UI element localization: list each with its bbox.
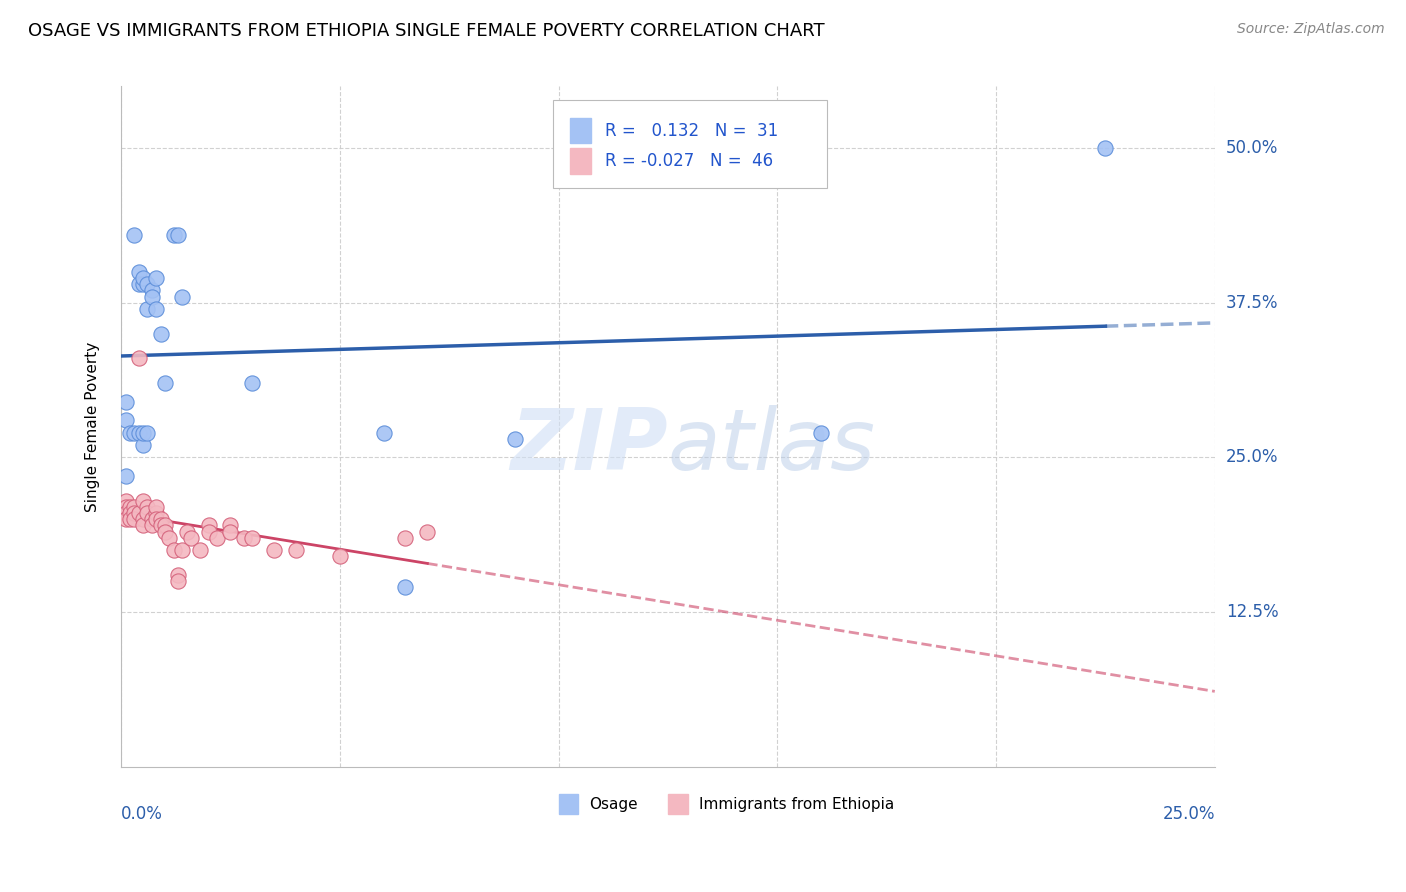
Point: [188, 543, 211, 558]
Point: [118, 500, 141, 514]
Point: [118, 512, 141, 526]
Point: [180, 531, 202, 545]
Point: [285, 543, 308, 558]
Point: [132, 277, 155, 292]
Bar: [558, 794, 578, 814]
Text: 0.0%: 0.0%: [121, 805, 163, 823]
Point: [128, 506, 150, 520]
Point: [128, 425, 150, 440]
Y-axis label: Single Female Poverty: Single Female Poverty: [86, 342, 100, 512]
Point: [162, 227, 184, 242]
Point: [329, 549, 352, 564]
Point: [167, 574, 190, 588]
Point: [141, 512, 163, 526]
Text: R =   0.132   N =  31: R = 0.132 N = 31: [605, 121, 778, 139]
Text: 50.0%: 50.0%: [1226, 139, 1278, 157]
Point: [114, 493, 136, 508]
Point: [114, 469, 136, 483]
Text: ZIP: ZIP: [510, 405, 668, 489]
Point: [122, 506, 145, 520]
Point: [810, 425, 832, 440]
Point: [149, 326, 172, 341]
Text: atlas: atlas: [668, 405, 876, 489]
Point: [240, 531, 263, 545]
Point: [219, 524, 242, 539]
Point: [1094, 141, 1116, 155]
Point: [149, 512, 172, 526]
Point: [394, 580, 416, 594]
Point: [145, 506, 167, 520]
Point: [132, 271, 155, 285]
Point: [394, 531, 416, 545]
Text: 37.5%: 37.5%: [1226, 293, 1278, 312]
Point: [172, 290, 194, 304]
Point: [141, 290, 163, 304]
Point: [153, 376, 176, 391]
Point: [114, 512, 136, 526]
Point: [232, 531, 254, 545]
Bar: [569, 118, 592, 144]
Point: [167, 567, 190, 582]
Point: [145, 512, 167, 526]
Point: [136, 277, 159, 292]
Point: [145, 301, 167, 316]
Bar: [668, 794, 688, 814]
Point: [128, 277, 150, 292]
Point: [153, 518, 176, 533]
Point: [207, 531, 229, 545]
Point: [132, 518, 155, 533]
Point: [132, 512, 155, 526]
Text: Osage: Osage: [589, 797, 638, 812]
Text: R = -0.027   N =  46: R = -0.027 N = 46: [605, 153, 773, 170]
Point: [114, 506, 136, 520]
Point: [373, 425, 395, 440]
Point: [145, 271, 167, 285]
Point: [136, 425, 159, 440]
Point: [219, 518, 242, 533]
Point: [118, 425, 141, 440]
Text: 25.0%: 25.0%: [1226, 449, 1278, 467]
Point: [132, 493, 155, 508]
Text: 12.5%: 12.5%: [1226, 603, 1278, 621]
Point: [149, 518, 172, 533]
Point: [136, 301, 159, 316]
Point: [153, 524, 176, 539]
Point: [197, 524, 219, 539]
Point: [176, 524, 198, 539]
Point: [132, 438, 155, 452]
Point: [162, 543, 184, 558]
Point: [503, 432, 526, 446]
Point: [114, 394, 136, 409]
Point: [128, 351, 150, 366]
Point: [122, 227, 145, 242]
Point: [263, 543, 285, 558]
Point: [122, 512, 145, 526]
Point: [141, 284, 163, 298]
Point: [128, 265, 150, 279]
Text: OSAGE VS IMMIGRANTS FROM ETHIOPIA SINGLE FEMALE POVERTY CORRELATION CHART: OSAGE VS IMMIGRANTS FROM ETHIOPIA SINGLE…: [28, 22, 825, 40]
Text: 25.0%: 25.0%: [1163, 805, 1215, 823]
Point: [114, 500, 136, 514]
FancyBboxPatch shape: [553, 100, 827, 188]
Point: [132, 425, 155, 440]
Point: [136, 500, 159, 514]
Point: [416, 524, 439, 539]
Point: [240, 376, 263, 391]
Point: [122, 500, 145, 514]
Point: [141, 518, 163, 533]
Point: [167, 227, 190, 242]
Point: [172, 543, 194, 558]
Text: Immigrants from Ethiopia: Immigrants from Ethiopia: [699, 797, 894, 812]
Point: [122, 425, 145, 440]
Point: [157, 531, 180, 545]
Point: [197, 518, 219, 533]
Point: [145, 500, 167, 514]
Point: [136, 506, 159, 520]
Bar: [569, 148, 592, 174]
Point: [114, 413, 136, 427]
Point: [118, 506, 141, 520]
Text: Source: ZipAtlas.com: Source: ZipAtlas.com: [1237, 22, 1385, 37]
